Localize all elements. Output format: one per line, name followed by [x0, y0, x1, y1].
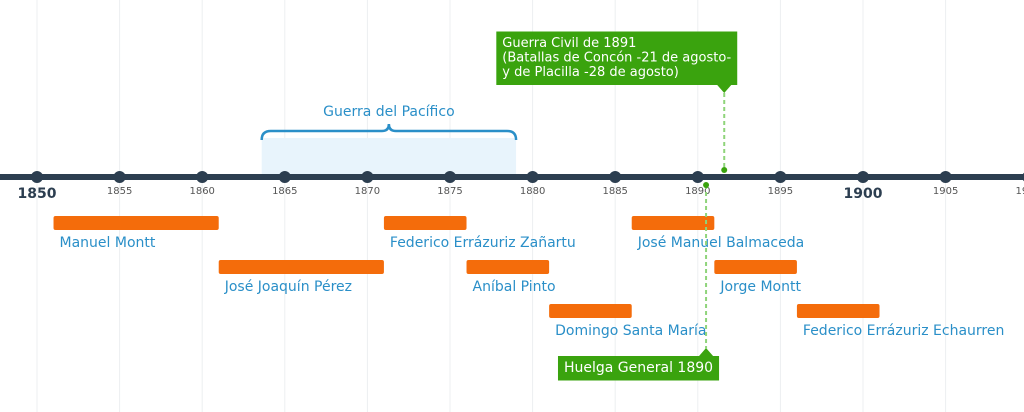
tick-dot: [526, 171, 539, 183]
span-brace: [260, 123, 518, 141]
period-label: José Manuel Balmaceda: [637, 235, 804, 251]
period-bar: [53, 216, 219, 230]
tick-label: 1890: [685, 186, 710, 197]
tick-dot: [113, 171, 126, 183]
tick-label: 1910: [1015, 186, 1024, 197]
tick-label: 1860: [189, 186, 214, 197]
period-label: Federico Errázuriz Zañartu: [390, 235, 576, 251]
period-bar: [466, 260, 550, 274]
period-label: Federico Errázuriz Echaurren: [803, 323, 1004, 339]
event: Guerra Civil de 1891(Batallas de Concón …: [496, 31, 738, 173]
event-dot: [721, 167, 728, 173]
period-label: Aníbal Pinto: [473, 279, 556, 295]
period-bar: [218, 260, 384, 274]
tick-label: 1875: [437, 186, 462, 197]
tick-dot: [691, 171, 704, 183]
period-label: Domingo Santa María: [555, 323, 706, 339]
period-label: Manuel Montt: [60, 235, 156, 251]
tick-label: 1855: [107, 186, 132, 197]
period-label: José Joaquín Pérez: [224, 279, 352, 295]
period-bar: [796, 304, 880, 318]
event-text: y de Placilla -28 de agosto): [502, 65, 679, 80]
tick-label: 1895: [768, 186, 793, 197]
span-band: [261, 138, 517, 177]
tick-label: 1870: [355, 186, 380, 197]
period-label: Jorge Montt: [719, 279, 801, 295]
tick-label: 1900: [844, 186, 883, 202]
tick-dot: [278, 171, 291, 183]
tick-label: 1865: [272, 186, 297, 197]
tick-dot: [609, 171, 622, 183]
event-dot: [703, 182, 710, 188]
span-label: Guerra del Pacífico: [323, 104, 455, 120]
tick-label: 1850: [18, 186, 57, 202]
tick-label: 1905: [933, 186, 958, 197]
event: Huelga General 1890: [557, 182, 720, 381]
event-text: (Batallas de Concón -21 de agosto-: [502, 51, 731, 66]
tick-dot: [857, 171, 869, 183]
event-box: [557, 348, 720, 381]
tick-dot: [361, 171, 374, 183]
tick-dot: [444, 171, 456, 183]
tick-dot: [774, 171, 787, 183]
event-box: [496, 31, 738, 93]
tick-dot: [196, 171, 209, 183]
period-bar: [714, 260, 797, 274]
period-bar: [383, 216, 467, 230]
tick-dot: [939, 171, 952, 183]
event-text: Huelga General 1890: [564, 360, 713, 376]
tick-dot: [31, 171, 43, 183]
tick-label: 1880: [520, 186, 545, 197]
period-bar: [549, 304, 632, 318]
event-text: Guerra Civil de 1891: [502, 36, 636, 51]
tick-label: 1885: [602, 186, 627, 197]
period-bar: [631, 216, 715, 230]
